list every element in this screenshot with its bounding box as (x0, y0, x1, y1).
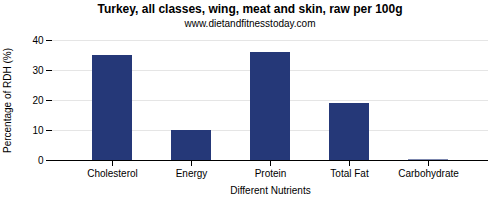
svg-text:Percentage of RDH (%): Percentage of RDH (%) (2, 48, 13, 153)
svg-text:Total Fat: Total Fat (330, 168, 369, 179)
svg-text:40: 40 (32, 35, 44, 46)
svg-text:Cholesterol: Cholesterol (87, 168, 138, 179)
svg-text:10: 10 (32, 125, 44, 136)
svg-text:Energy: Energy (176, 168, 208, 179)
html-text:www.dietandfitnesstoday.com: www.dietandfitnesstoday.com (184, 18, 316, 29)
svg-text:Carbohydrate: Carbohydrate (398, 168, 459, 179)
svg-text:Different Nutrients: Different Nutrients (230, 185, 310, 196)
svg-text:30: 30 (32, 65, 44, 76)
svg-text:0: 0 (38, 155, 44, 166)
svg-text:20: 20 (32, 95, 44, 106)
html-text:Turkey, all classes, wing, mea: Turkey, all classes, wing, meat and skin… (97, 2, 403, 16)
svg-text:Protein: Protein (255, 168, 287, 179)
